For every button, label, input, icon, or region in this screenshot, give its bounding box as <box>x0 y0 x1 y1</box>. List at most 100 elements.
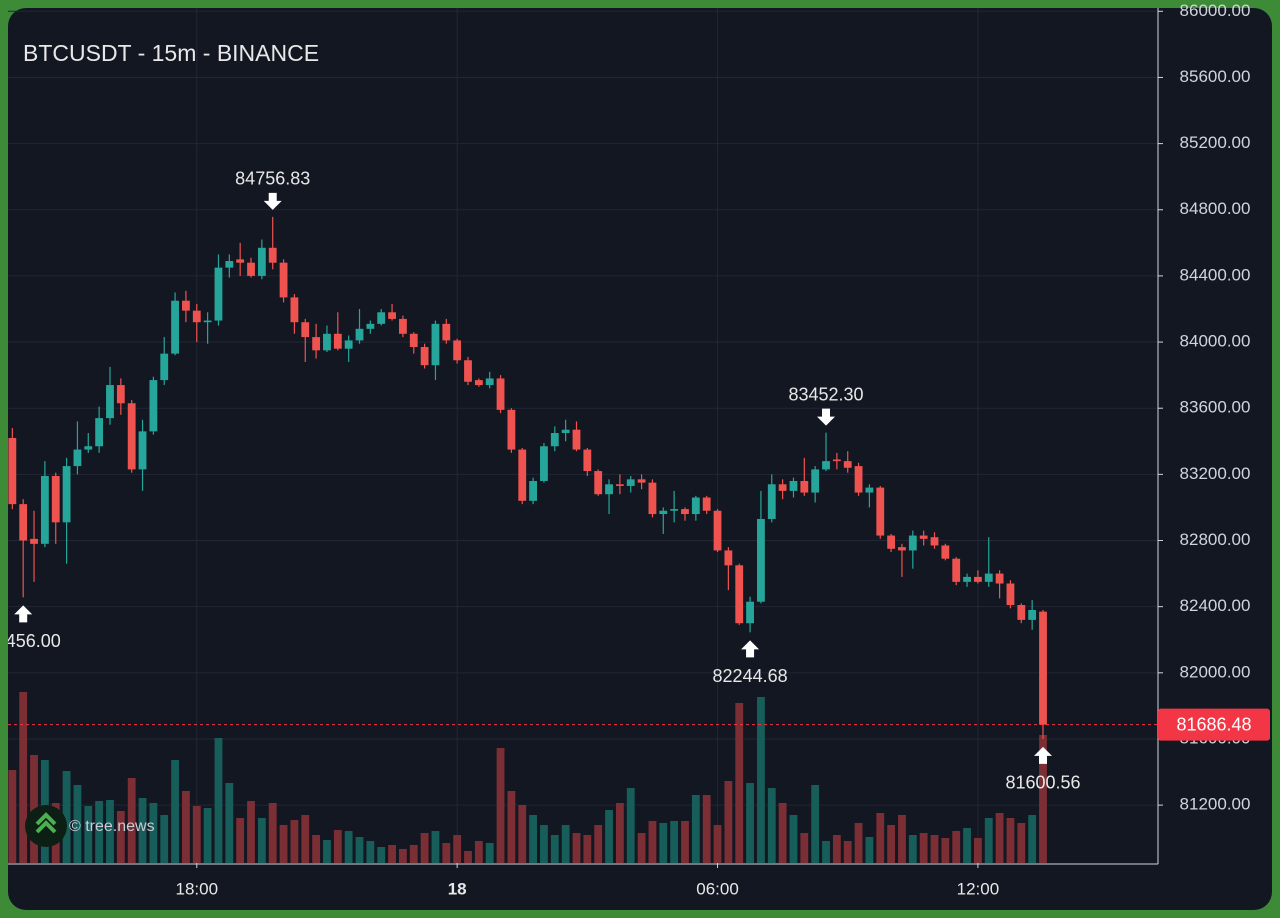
candle-body <box>984 573 993 582</box>
y-tick-label: 85200.00 <box>1180 133 1251 152</box>
volume-bar <box>355 837 364 863</box>
x-tick-label: 12:00 <box>957 879 1000 898</box>
candle-body <box>876 487 885 536</box>
x-tick-label: 18 <box>448 879 467 898</box>
watermark-icon <box>35 812 57 834</box>
candle-body <box>442 323 451 341</box>
volume-bar <box>507 791 516 863</box>
candle-body <box>1006 583 1015 606</box>
candle-body <box>149 380 158 432</box>
volume-bar <box>182 791 190 863</box>
volume-bar <box>171 760 179 863</box>
volume-bar <box>832 835 841 863</box>
candle-body <box>8 437 17 505</box>
candle-body <box>778 484 787 491</box>
candle-body <box>333 333 342 349</box>
candle-body <box>171 300 179 354</box>
volume-bar <box>333 830 342 863</box>
annotation-arrow <box>263 192 282 210</box>
volume-bar <box>637 833 646 863</box>
candle-body <box>659 510 668 515</box>
volume-bar <box>279 825 288 863</box>
volume-bar <box>323 840 331 863</box>
volume-bar <box>995 813 1004 863</box>
x-tick-label: 18:00 <box>176 879 219 898</box>
candle-body <box>40 476 49 544</box>
volume-bar <box>127 778 136 863</box>
volume-bar <box>388 845 396 863</box>
volume-bar <box>811 785 820 863</box>
volume-bar <box>1039 735 1047 863</box>
volume-bar <box>138 798 147 863</box>
y-tick-label: 86000.00 <box>1180 1 1251 20</box>
volume-bar <box>399 849 407 863</box>
candle-body <box>670 509 679 511</box>
volume-pane <box>8 692 1047 863</box>
candle-body <box>203 320 212 323</box>
annotation-arrow <box>1034 746 1052 764</box>
volume-bar <box>561 825 570 863</box>
volume-bar <box>8 770 17 863</box>
candle-body <box>279 262 288 298</box>
candle-body <box>62 466 71 523</box>
volume-bar <box>898 815 906 863</box>
candle-body <box>106 385 114 419</box>
candle-body <box>485 378 494 386</box>
volume-bar <box>1006 818 1015 863</box>
candle-body <box>268 247 277 263</box>
candle-body <box>789 480 798 491</box>
volume-bar <box>247 801 255 863</box>
y-tick-label: 82000.00 <box>1180 662 1251 681</box>
candle-body <box>941 545 950 559</box>
volume-bar <box>865 837 874 863</box>
last-price-label: 81686.48 <box>1176 714 1251 734</box>
volume-bar <box>225 783 234 863</box>
candle-body <box>811 469 820 493</box>
candle-body <box>767 484 776 520</box>
volume-bar <box>854 823 863 863</box>
candle-body <box>887 535 896 549</box>
y-tick-label: 83600.00 <box>1180 398 1251 417</box>
candle-body <box>247 262 255 276</box>
volume-bar <box>474 841 483 863</box>
candle-body <box>453 340 462 361</box>
volume-bar <box>73 785 82 863</box>
candle-body <box>312 337 321 351</box>
volume-bar <box>529 815 537 863</box>
volume-bar <box>106 800 114 863</box>
candle-body <box>681 509 689 515</box>
volume-bar <box>930 835 939 863</box>
volume-bar <box>572 833 581 863</box>
volume-bar <box>767 788 776 863</box>
candle-body <box>257 247 266 276</box>
candle-body <box>637 479 646 483</box>
candle-body <box>691 497 700 515</box>
volume-bar <box>540 825 548 863</box>
watermark-text: © tree.news <box>69 818 155 835</box>
volume-bar <box>713 825 722 863</box>
volume-bar <box>409 845 418 863</box>
candle-body <box>1039 611 1047 725</box>
candle-body <box>822 461 830 470</box>
candle-body <box>930 537 939 546</box>
volume-bar <box>442 843 451 863</box>
plot-area: 82456.00 84756.83 82244.68 83452.30 81600.56 <box>8 169 1158 793</box>
candle-body <box>225 261 234 268</box>
volume-bar <box>377 847 386 863</box>
volume-bar <box>149 803 158 863</box>
volume-bar <box>941 838 950 863</box>
candle-body <box>615 484 624 486</box>
volume-bar <box>453 835 462 863</box>
volume-bar <box>550 835 559 863</box>
volume-bar <box>702 795 711 863</box>
volume-bar <box>203 808 212 863</box>
volume-bar <box>800 833 809 863</box>
volume-bar <box>984 818 993 863</box>
volume-bar <box>919 833 928 863</box>
candle-body <box>344 340 353 349</box>
volume-bar <box>160 815 169 863</box>
annotation-label: 82244.68 <box>713 666 788 686</box>
y-tick-label: 85600.00 <box>1180 67 1251 86</box>
candle-body <box>301 322 310 338</box>
grid <box>8 8 1158 863</box>
